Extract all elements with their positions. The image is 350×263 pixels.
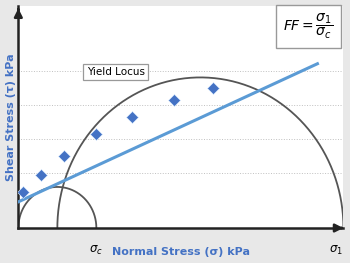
X-axis label: Normal Stress (σ) kPa: Normal Stress (σ) kPa [112,247,250,257]
Y-axis label: Shear Stress (τ) kPa: Shear Stress (τ) kPa [6,53,15,181]
Text: $\sigma_c$: $\sigma_c$ [89,244,103,257]
Text: $FF = \dfrac{\sigma_1}{\sigma_c}$: $FF = \dfrac{\sigma_1}{\sigma_c}$ [284,12,334,41]
Text: Yield Locus: Yield Locus [86,67,145,77]
Text: $\sigma_1$: $\sigma_1$ [329,244,343,257]
